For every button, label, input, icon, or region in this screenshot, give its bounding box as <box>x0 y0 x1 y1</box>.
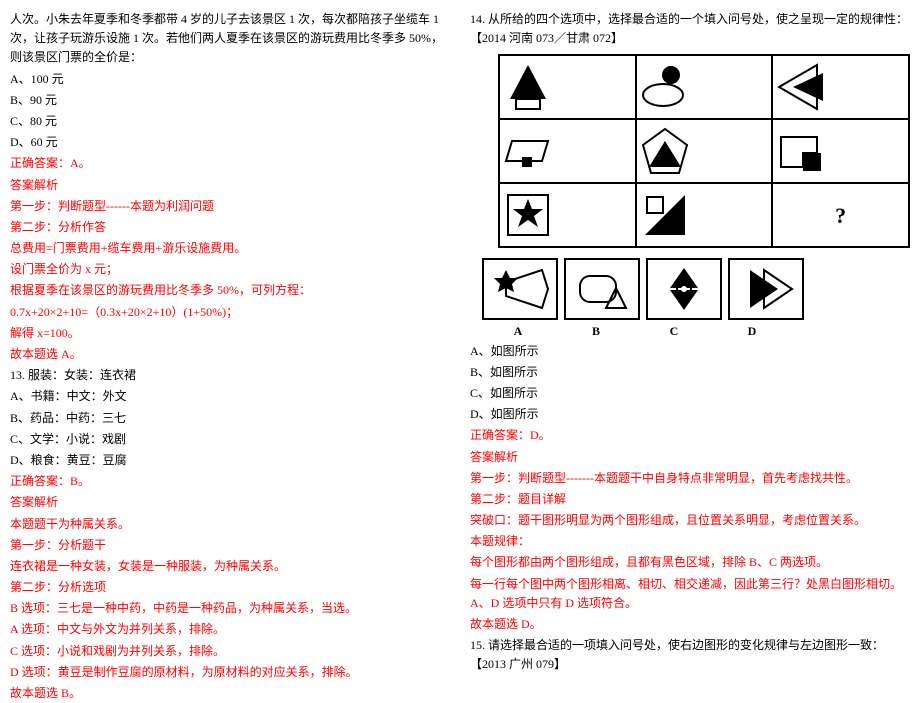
q12-analysis-label: 答案解析 <box>10 176 450 195</box>
cell-3-1 <box>499 183 636 247</box>
q14-option-labels: A B C D <box>482 322 910 341</box>
q14-step1: 第一步：判断题型-------本题题干中自身特点非常明显，首先考虑找共性。 <box>470 469 910 488</box>
q13-opt-b: B、药品：中药：三七 <box>10 409 450 428</box>
q13-answer: 正确答案：B。 <box>10 472 450 491</box>
q13-l5: B 选项：三七是一种中药，中药是一种药品，为种属关系，当选。 <box>10 599 450 618</box>
q12-line-3: 0.7x+20×2+10=（0.3x+20×2+10）(1+50%)； <box>10 303 450 322</box>
q13-so: 故本题选 B。 <box>10 684 450 703</box>
q13-l3: 连衣裙是一种女装，女装是一种服装，为种属关系。 <box>10 557 450 576</box>
cell-2-2 <box>636 119 773 183</box>
icon-cell-1-3 <box>773 59 829 115</box>
option-c-icon <box>652 264 716 314</box>
q12-line-0: 总费用=门票费用+缆车费用+游乐设施费用。 <box>10 239 450 258</box>
label-b: B <box>560 322 632 341</box>
q14-l2: 本题规律： <box>470 532 910 551</box>
q14-grid: ? <box>498 54 910 248</box>
icon-cell-2-3 <box>773 123 829 179</box>
cell-3-3: ? <box>772 183 909 247</box>
q13-l8: D 选项：黄豆是制作豆腐的原材料，为原材料的对应关系，排除。 <box>10 663 450 682</box>
q12-opt-a: A、100 元 <box>10 70 450 89</box>
q14-opt-c: C、如图所示 <box>470 384 910 403</box>
q13-analysis-label: 答案解析 <box>10 493 450 512</box>
q12-opt-d: D、60 元 <box>10 133 450 152</box>
cell-1-1 <box>499 55 636 119</box>
label-c: C <box>638 322 710 341</box>
q12-answer: 正确答案：A。 <box>10 154 450 173</box>
q13-l2: 第一步：分析题干 <box>10 536 450 555</box>
q12-line-1: 设门票全价为 x 元； <box>10 260 450 279</box>
label-a: A <box>482 322 554 341</box>
q14-opt-b: B、如图所示 <box>470 363 910 382</box>
q14-l4: 每一行每个图中两个图形相离、相切、相交递减，因此第三行？处黑白图形相切。A、D … <box>470 575 910 613</box>
q13-stem: 13. 服装：女装：连衣裙 <box>10 366 450 385</box>
q14-opt-d: D、如图所示 <box>470 405 910 424</box>
question-mark-icon: ? <box>835 203 846 228</box>
q14-opt-a: A、如图所示 <box>470 342 910 361</box>
option-b-icon <box>570 264 634 314</box>
q14-so: 故本题选 D。 <box>470 615 910 634</box>
icon-cell-2-1 <box>500 123 556 179</box>
q13-l1: 本题题干为种属关系。 <box>10 515 450 534</box>
q13-l6: A 选项：中文与外文为并列关系，排除。 <box>10 620 450 639</box>
option-a-icon <box>488 264 552 314</box>
q13-l7: C 选项：小说和戏剧为并列关系，排除。 <box>10 642 450 661</box>
q12-line-4: 解得 x=100。 <box>10 324 450 343</box>
q12-intro: 人次。小朱去年夏季和冬季都带 4 岁的儿子去该景区 1 次，每次都陪孩子坐缆车 … <box>10 10 450 68</box>
option-d-box <box>728 258 804 320</box>
cell-3-2 <box>636 183 773 247</box>
cell-1-2 <box>636 55 773 119</box>
icon-cell-3-1 <box>500 187 556 243</box>
q12-step1: 第一步：判断题型------本题为利润问题 <box>10 197 450 216</box>
q13-l4: 第二步：分析选项 <box>10 578 450 597</box>
q14-stem: 14. 从所给的四个选项中，选择最合适的一个填入问号处，使之呈现一定的规律性：【… <box>470 10 910 48</box>
left-column: 人次。小朱去年夏季和冬季都带 4 岁的儿子去该景区 1 次，每次都陪孩子坐缆车 … <box>10 10 450 641</box>
q12-opt-c: C、80 元 <box>10 112 450 131</box>
cell-2-1 <box>499 119 636 183</box>
right-column: 14. 从所给的四个选项中，选择最合适的一个填入问号处，使之呈现一定的规律性：【… <box>470 10 910 641</box>
icon-cell-3-2 <box>637 187 693 243</box>
option-a-box <box>482 258 558 320</box>
option-c-box <box>646 258 722 320</box>
q14-step2: 第二步：题目详解 <box>470 490 910 509</box>
q14-answer: 正确答案：D。 <box>470 426 910 445</box>
cell-2-3 <box>772 119 909 183</box>
icon-cell-2-2 <box>637 123 693 179</box>
q12-opt-b: B、90 元 <box>10 91 450 110</box>
label-d: D <box>716 322 788 341</box>
q15-stem: 15. 请选择最合适的一项填入问号处，使右边图形的变化规律与左边图形一致：【20… <box>470 636 910 674</box>
q14-l3: 每个图形都由两个图形组成，且都有黑色区域，排除 B、C 两选项。 <box>470 553 910 572</box>
q14-analysis-label: 答案解析 <box>470 448 910 467</box>
q12-so: 故本题选 A。 <box>10 345 450 364</box>
icon-cell-1-1 <box>500 59 556 115</box>
option-d-icon <box>734 264 798 314</box>
q14-options-row <box>482 258 910 320</box>
icon-cell-1-2 <box>637 59 693 115</box>
cell-1-3 <box>772 55 909 119</box>
q12-line-2: 根据夏季在该景区的游玩费用比冬季多 50%，可列方程： <box>10 281 450 300</box>
q13-opt-c: C、文学：小说：戏剧 <box>10 430 450 449</box>
option-b-box <box>564 258 640 320</box>
q14-l1: 突破口：题干图形明显为两个图形组成，且位置关系明显，考虑位置关系。 <box>470 511 910 530</box>
q13-opt-d: D、粮食：黄豆：豆腐 <box>10 451 450 470</box>
q13-opt-a: A、书籍：中文：外文 <box>10 387 450 406</box>
q12-step2-title: 第二步：分析作答 <box>10 218 450 237</box>
